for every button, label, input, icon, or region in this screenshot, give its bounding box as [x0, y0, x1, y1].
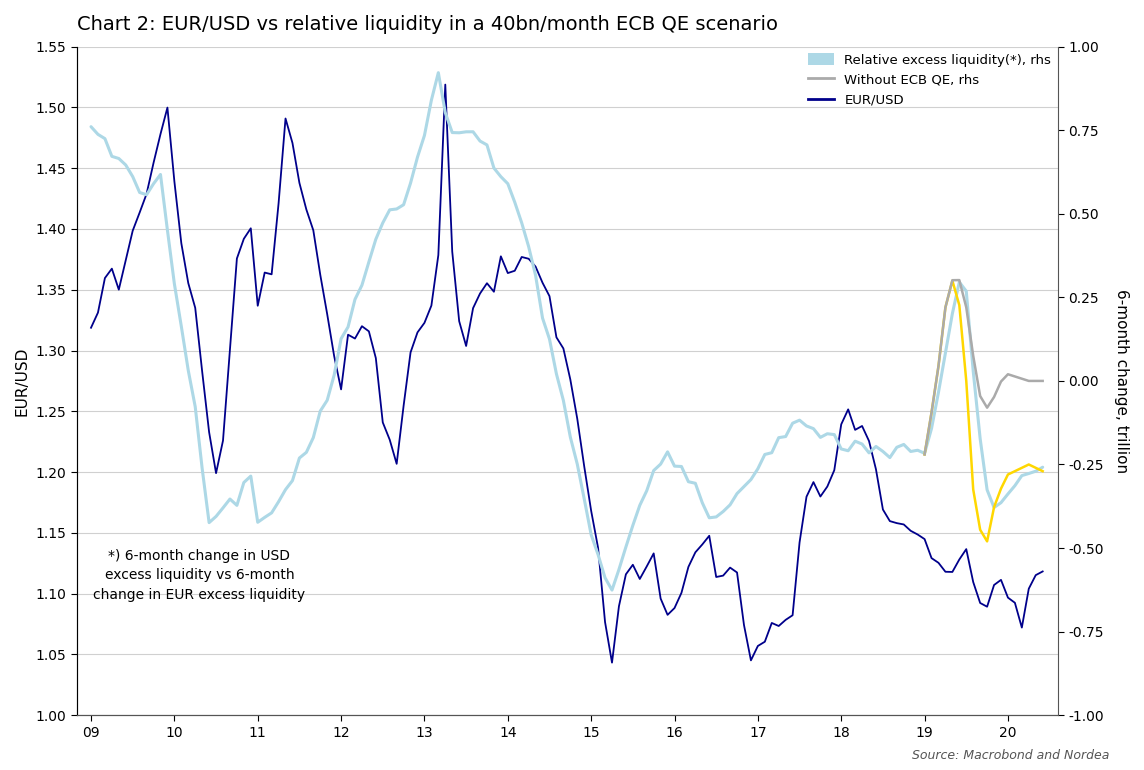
Text: Chart 2: EUR/USD vs relative liquidity in a 40bn/month ECB QE scenario: Chart 2: EUR/USD vs relative liquidity i…: [77, 15, 778, 34]
Legend: Relative excess liquidity(*), rhs, Without ECB QE, rhs, EUR/USD: Relative excess liquidity(*), rhs, Witho…: [808, 53, 1051, 107]
Text: *) 6-month change in USD
excess liquidity vs 6-month
change in EUR excess liquid: *) 6-month change in USD excess liquidit…: [94, 549, 305, 602]
Text: Source: Macrobond and Nordea: Source: Macrobond and Nordea: [912, 749, 1110, 762]
Y-axis label: EUR/USD: EUR/USD: [15, 346, 30, 416]
Y-axis label: 6-month change, trillion: 6-month change, trillion: [1114, 289, 1129, 473]
